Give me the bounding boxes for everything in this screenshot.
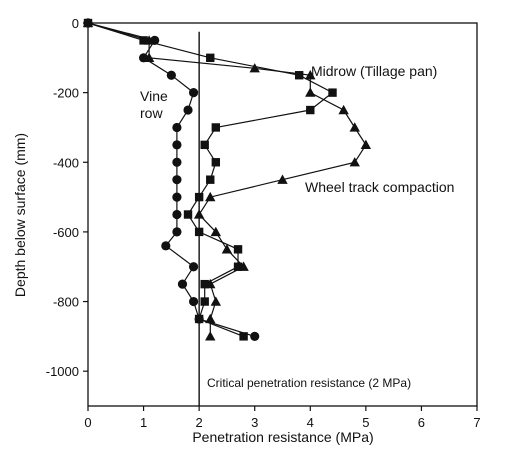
- point-circle: [172, 227, 182, 237]
- point-circle: [172, 122, 182, 133]
- point-triangle: [143, 52, 155, 62]
- y-tick-label: -600: [53, 225, 79, 240]
- point-square: [200, 297, 209, 306]
- x-tick-label: 2: [196, 415, 203, 430]
- point-square: [239, 332, 248, 341]
- point-square: [194, 192, 204, 202]
- point-circle: [166, 70, 176, 80]
- x-tick-label: 3: [251, 415, 258, 430]
- y-tick-label: -1000: [46, 364, 79, 379]
- x-tick-label: 1: [140, 415, 147, 430]
- annotation-wheel-track: Wheel track compaction: [305, 179, 454, 195]
- point-square: [200, 279, 209, 289]
- point-triangle: [205, 313, 216, 324]
- point-triangle: [82, 17, 94, 28]
- point-triangle: [205, 331, 216, 341]
- point-triangle: [305, 70, 316, 80]
- point-circle: [250, 331, 260, 341]
- y-tick-label: -800: [53, 295, 79, 310]
- point-square: [328, 88, 337, 97]
- point-square: [306, 105, 315, 115]
- point-circle: [172, 140, 182, 150]
- point-triangle: [338, 104, 349, 115]
- x-tick-label: 0: [84, 415, 91, 430]
- annotation-midrow: Midrow (Tillage pan): [311, 63, 437, 79]
- point-square: [233, 262, 243, 271]
- point-circle: [188, 262, 199, 272]
- annotation-vine-row-line1: Vine: [140, 88, 168, 104]
- point-triangle: [143, 35, 155, 45]
- series-line: [87, 22, 367, 337]
- point-circle: [172, 192, 182, 202]
- point-square: [294, 71, 304, 80]
- point-triangle: [193, 209, 205, 219]
- point-circle: [172, 175, 182, 185]
- point-square: [233, 245, 243, 254]
- plot-frame: [87, 22, 478, 407]
- point-triangle: [210, 296, 222, 306]
- y-tick-label: -400: [53, 155, 79, 170]
- point-triangle: [205, 191, 216, 202]
- y-tick-label: 0: [72, 16, 79, 31]
- point-circle: [161, 241, 171, 251]
- chart-labels: Penetration resistance (MPa) Depth below…: [12, 63, 454, 445]
- annotation-vine-row-line2: row: [140, 105, 163, 121]
- point-circle: [188, 296, 199, 307]
- point-circle: [177, 279, 188, 289]
- point-triangle: [277, 174, 288, 184]
- point-triangle: [210, 226, 222, 237]
- point-triangle: [249, 63, 260, 73]
- x-axis-title: Penetration resistance (MPa): [192, 429, 373, 445]
- series-circle: [83, 18, 260, 341]
- series-line: [87, 22, 255, 337]
- point-square: [139, 36, 148, 45]
- point-square: [194, 314, 204, 324]
- point-triangle: [360, 139, 372, 150]
- point-triangle: [305, 87, 316, 97]
- data-series: [82, 17, 372, 341]
- point-triangle: [221, 244, 233, 254]
- point-square: [211, 123, 221, 132]
- point-square: [211, 158, 221, 167]
- point-square: [206, 53, 215, 63]
- point-circle: [183, 105, 193, 115]
- y-axis-title: Depth below surface (mm): [12, 133, 28, 297]
- point-square: [183, 210, 193, 219]
- series-triangle: [82, 17, 372, 341]
- x-tick-label: 5: [362, 415, 369, 430]
- point-triangle: [238, 261, 249, 271]
- point-triangle: [349, 122, 360, 132]
- point-square: [206, 175, 215, 184]
- x-tick-label: 7: [473, 415, 480, 430]
- point-circle: [188, 88, 199, 98]
- x-tick-label: 6: [418, 415, 425, 430]
- critical-resistance-label: Critical penetration resistance (2 MPa): [207, 376, 411, 390]
- point-triangle: [349, 157, 360, 167]
- x-tick-label: 4: [307, 415, 314, 430]
- point-circle: [172, 209, 182, 220]
- series-square: [83, 18, 337, 341]
- point-square: [200, 140, 209, 150]
- point-square: [194, 227, 204, 237]
- y-tick-label: -200: [53, 86, 79, 101]
- point-triangle: [205, 278, 216, 289]
- point-circle: [172, 157, 182, 167]
